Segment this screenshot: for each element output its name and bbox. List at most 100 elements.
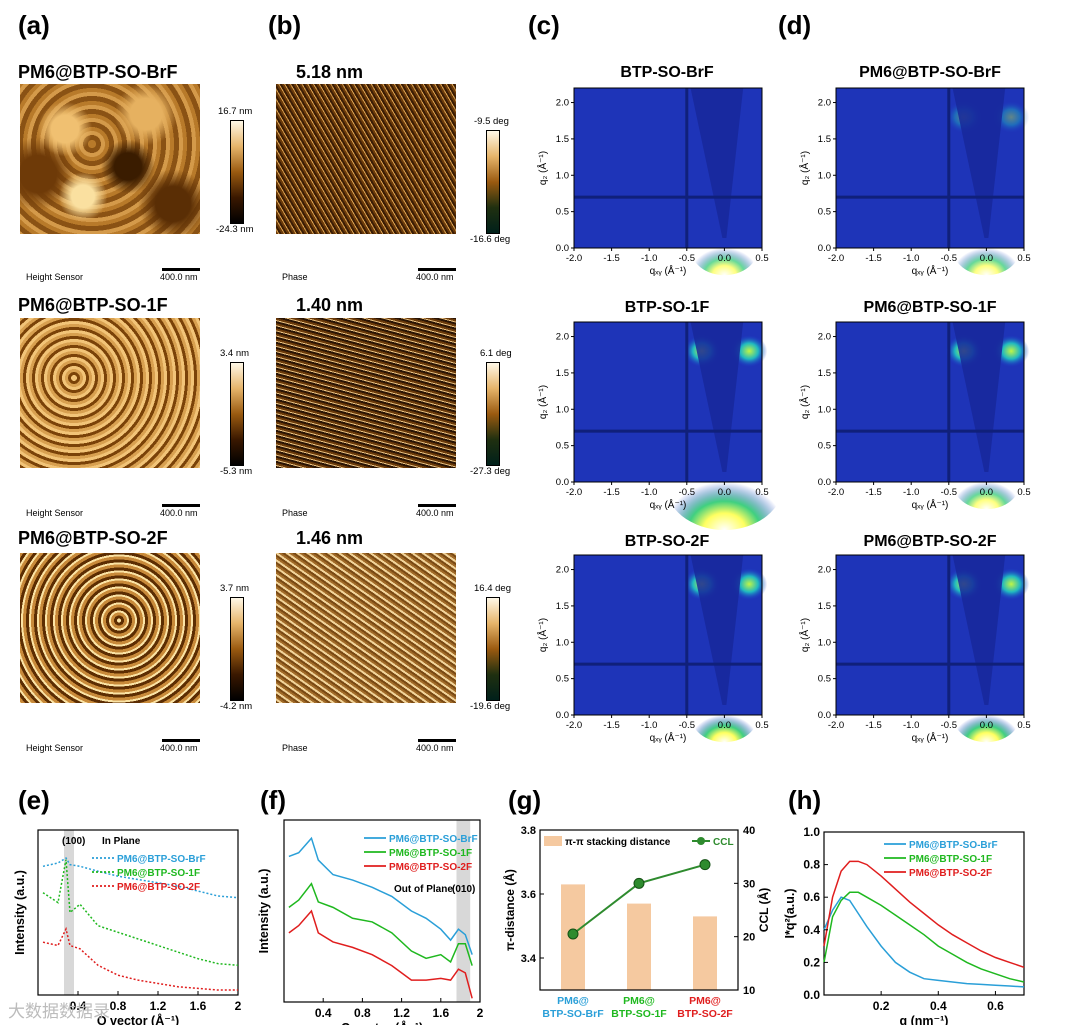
giwaxs-x-tick-label: -1.0: [903, 720, 919, 731]
y-tick-label: 1.0: [803, 825, 820, 839]
afm-phase-title-1: 5.18 nm: [296, 62, 364, 82]
giwaxs-d-title-1: PM6@BTP-SO-BrF: [859, 64, 1001, 81]
height-colorbar-2: [230, 362, 244, 466]
legend-label-3: PM6@BTP-SO-2F: [117, 882, 200, 893]
giwaxs-gap-h: [574, 662, 762, 666]
afm-height-title-2: PM6@BTP-SO-1F: [18, 295, 168, 315]
giwaxs-x-tick-label: -1.5: [603, 253, 619, 264]
afm-phase-label-2: Phase: [282, 508, 308, 518]
y-axis-label: Intensity (a.u.): [13, 870, 27, 955]
giwaxs-wedge: [952, 88, 1006, 238]
giwaxs-background: [574, 555, 762, 715]
giwaxs-x-tick-label: -2.0: [566, 253, 582, 264]
giwaxs-ring: [690, 220, 759, 276]
giwaxs-plot-d-1: -2.0 -1.5 -1.0 -0.5 0.0 0.5 0.0 0.5 1.0 1.5 2.0 qₓᵧ…: [798, 87, 1031, 277]
afm-height-image-3: [20, 553, 200, 703]
giwaxs-y-tick-label: 0.0: [818, 243, 831, 254]
giwaxs-ylabel: q₂ (Å⁻¹): [798, 151, 811, 185]
x-tick-label: 2: [477, 1006, 484, 1020]
phase-scalebar-3: [418, 739, 456, 742]
plot-frame: [539, 829, 739, 991]
category-label-3: PM6@: [689, 995, 721, 1007]
category-label-1: BTP-SO-BrF: [542, 1008, 604, 1020]
phase-cmin-1: -16.6 deg: [470, 234, 511, 245]
giwaxs-background: [836, 555, 1024, 715]
giwaxs-lobe-right: [993, 101, 1030, 134]
legend-label-2: PM6@BTP-SO-1F: [389, 848, 472, 859]
x-axis-label: q (nm⁻¹): [900, 1014, 949, 1025]
afm-height-title-1: PM6@BTP-SO-BrF: [18, 62, 178, 82]
giwaxs-y-tick-label: 1.0: [818, 170, 831, 181]
giwaxs-frame: [573, 321, 763, 483]
category-label-2: PM6@: [623, 995, 655, 1007]
giwaxs-gap-h: [836, 662, 1024, 666]
category-label-3: BTP-SO-2F: [677, 1008, 733, 1020]
chart-g: 3.4 3.6 3.8 10 20 30 40 π-distance (Å) CCL (Å) PM…: [502, 825, 771, 1020]
afm-height-label-2: Height Sensor: [26, 508, 84, 518]
giwaxs-y-tick-label: 1.0: [556, 404, 569, 415]
legend-label-1: PM6@BTP-SO-BrF: [389, 834, 478, 845]
ccl-point-2: [633, 877, 645, 889]
giwaxs-x-tick-label: -1.5: [603, 720, 619, 731]
x-tick-label: 0.4: [70, 999, 87, 1013]
giwaxs-x-tick-label: 0.5: [755, 253, 768, 264]
giwaxs-plot-c-2: -2.0 -1.5 -1.0 -0.5 0.0 0.5 0.0 0.5 1.0 1.5 2.0 qₓᵧ…: [536, 321, 785, 530]
scalebar-label-3: 400.0 nm: [160, 743, 198, 753]
y2-tick-label: 30: [743, 878, 755, 890]
giwaxs-plot-d-2: -2.0 -1.5 -1.0 -0.5 0.0 0.5 0.0 0.5 1.0 1.5 2.0 qₓᵧ…: [798, 321, 1031, 511]
giwaxs-gap-v: [947, 555, 951, 715]
series-line-2: [42, 859, 239, 967]
x-axis-label: Q vector (Å⁻¹): [97, 1013, 179, 1025]
giwaxs-y-tick-label: 0.0: [818, 710, 831, 721]
giwaxs-y-tick-label: 1.5: [556, 134, 569, 145]
giwaxs-xlabel: qₓᵧ (Å⁻¹): [912, 264, 949, 277]
phase-scalebar-1: [418, 268, 456, 271]
afm-phase-label-3: Phase: [282, 743, 308, 753]
legend-ccl-marker: [697, 837, 705, 845]
giwaxs-x-tick-label: -1.0: [903, 253, 919, 264]
phase-cmax-1: -9.5 deg: [474, 116, 509, 127]
y-tick-label: 0.8: [803, 858, 820, 872]
giwaxs-y-tick-label: 1.0: [556, 637, 569, 648]
giwaxs-y-tick-label: 2.0: [556, 98, 569, 109]
panel-label-d: (d): [778, 10, 812, 40]
panel-label-g: (g): [508, 785, 542, 815]
bar-3: [693, 916, 717, 990]
giwaxs-y-tick-label: 1.5: [556, 601, 569, 612]
giwaxs-x-tick-label: -0.5: [941, 720, 957, 731]
giwaxs-x-tick-label: -2.0: [828, 487, 844, 498]
giwaxs-lobe-left: [683, 335, 720, 368]
phase-scalebar-label-2: 400.0 nm: [416, 508, 454, 518]
phase-colorbar-3: [486, 597, 500, 701]
giwaxs-x-tick-label: 0.0: [718, 253, 731, 264]
giwaxs-background: [836, 322, 1024, 482]
giwaxs-y-tick-label: 0.0: [556, 710, 569, 721]
giwaxs-ring: [952, 220, 1021, 276]
giwaxs-d-title-3: PM6@BTP-SO-2F: [863, 533, 997, 550]
giwaxs-x-tick-label: 0.0: [980, 253, 993, 264]
giwaxs-frame: [835, 554, 1025, 716]
giwaxs-y-tick-label: 0.0: [556, 477, 569, 488]
giwaxs-x-tick-label: -1.0: [903, 487, 919, 498]
giwaxs-x-tick-label: -0.5: [679, 720, 695, 731]
giwaxs-plot-d-3: -2.0 -1.5 -1.0 -0.5 0.0 0.5 0.0 0.5 1.0 1.5 2.0 qₓᵧ…: [798, 554, 1031, 744]
giwaxs-y-tick-label: 1.0: [818, 404, 831, 415]
legend-bar-label: π-π stacking distance: [565, 837, 671, 848]
y-axis-label: I*q²(a.u.): [783, 889, 797, 939]
scalebar-2: [162, 504, 200, 507]
giwaxs-y-tick-label: 0.0: [556, 243, 569, 254]
giwaxs-xlabel: qₓᵧ (Å⁻¹): [650, 264, 687, 277]
giwaxs-c-title-1: BTP-SO-BrF: [620, 64, 714, 81]
y-tick-label: 0.0: [803, 988, 820, 1002]
giwaxs-y-tick-label: 2.0: [818, 332, 831, 343]
x-tick-label: 0.8: [110, 999, 127, 1013]
giwaxs-ring: [952, 687, 1021, 743]
x-tick-label: 0.4: [315, 1006, 332, 1020]
panel-label-e: (e): [18, 785, 50, 815]
x-axis-label: Q vector (Å⁻¹): [341, 1020, 423, 1025]
y-tick-label: 0.6: [803, 890, 820, 904]
peak-shade: [456, 820, 471, 1002]
y-tick-label: 3.6: [521, 889, 536, 901]
series-line-2: [823, 891, 1025, 983]
giwaxs-y-tick-label: 2.0: [556, 565, 569, 576]
